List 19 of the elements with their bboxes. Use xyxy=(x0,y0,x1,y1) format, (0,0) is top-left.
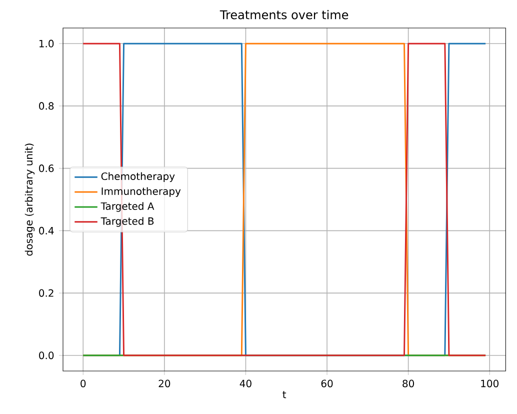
x-tick-label: 0 xyxy=(80,380,86,388)
x-tick-label: 40 xyxy=(240,380,252,388)
y-tick-label: 0.2 xyxy=(39,289,54,297)
y-axis-title: dosage (arbitrary unit) xyxy=(24,144,35,256)
x-tick-label: 100 xyxy=(481,380,498,388)
y-tick-label: 0.8 xyxy=(39,102,54,110)
legend-label: Chemotherapy xyxy=(101,172,175,182)
y-tick-label: 0.6 xyxy=(39,164,54,172)
x-tick-label: 20 xyxy=(158,380,170,388)
legend-label: Targeted A xyxy=(100,202,154,212)
x-tick-label: 80 xyxy=(402,380,414,388)
y-tick-label: 0.4 xyxy=(39,226,54,234)
y-tick-label: 0.0 xyxy=(39,352,54,360)
chart-title: Treatments over time xyxy=(220,10,348,20)
x-tick-label: 60 xyxy=(321,380,333,388)
legend-label: Immunotherapy xyxy=(102,187,181,197)
y-tick-label: 1.0 xyxy=(39,40,54,48)
legend-label: Targeted B xyxy=(100,217,154,227)
x-axis-title: t xyxy=(282,391,286,398)
